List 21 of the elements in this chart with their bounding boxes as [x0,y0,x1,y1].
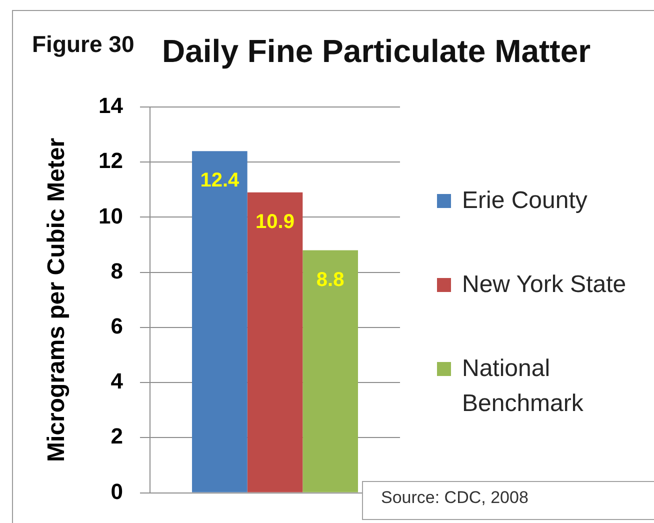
bar [192,151,248,492]
y-tick-label: 10 [98,203,123,228]
legend-label: National Benchmark [462,354,584,419]
y-tick-label: 6 [110,314,123,339]
legend-label: Erie County [462,186,588,216]
y-tick-label: 2 [110,424,123,449]
legend-label: New York State [462,270,626,300]
y-tick-label: 8 [110,258,123,284]
y-tick-label: 14 [98,93,124,118]
bar [302,250,358,492]
data-label: 8.8 [316,268,344,291]
caption: Figure 30 [32,31,134,58]
y-axis-title: Micrograms per Cubic Meter [43,138,70,462]
y-tick-label: 0 [110,478,123,504]
annotation: Source: CDC, 2008 [381,487,528,509]
data-label: 12.4 [200,170,240,192]
bar [247,192,303,492]
chart-title: Daily Fine Particulate Matter [162,33,591,70]
y-tick-label: 12 [98,148,123,174]
y-tick-label: 4 [110,368,124,394]
data-label: 10.9 [256,210,294,233]
